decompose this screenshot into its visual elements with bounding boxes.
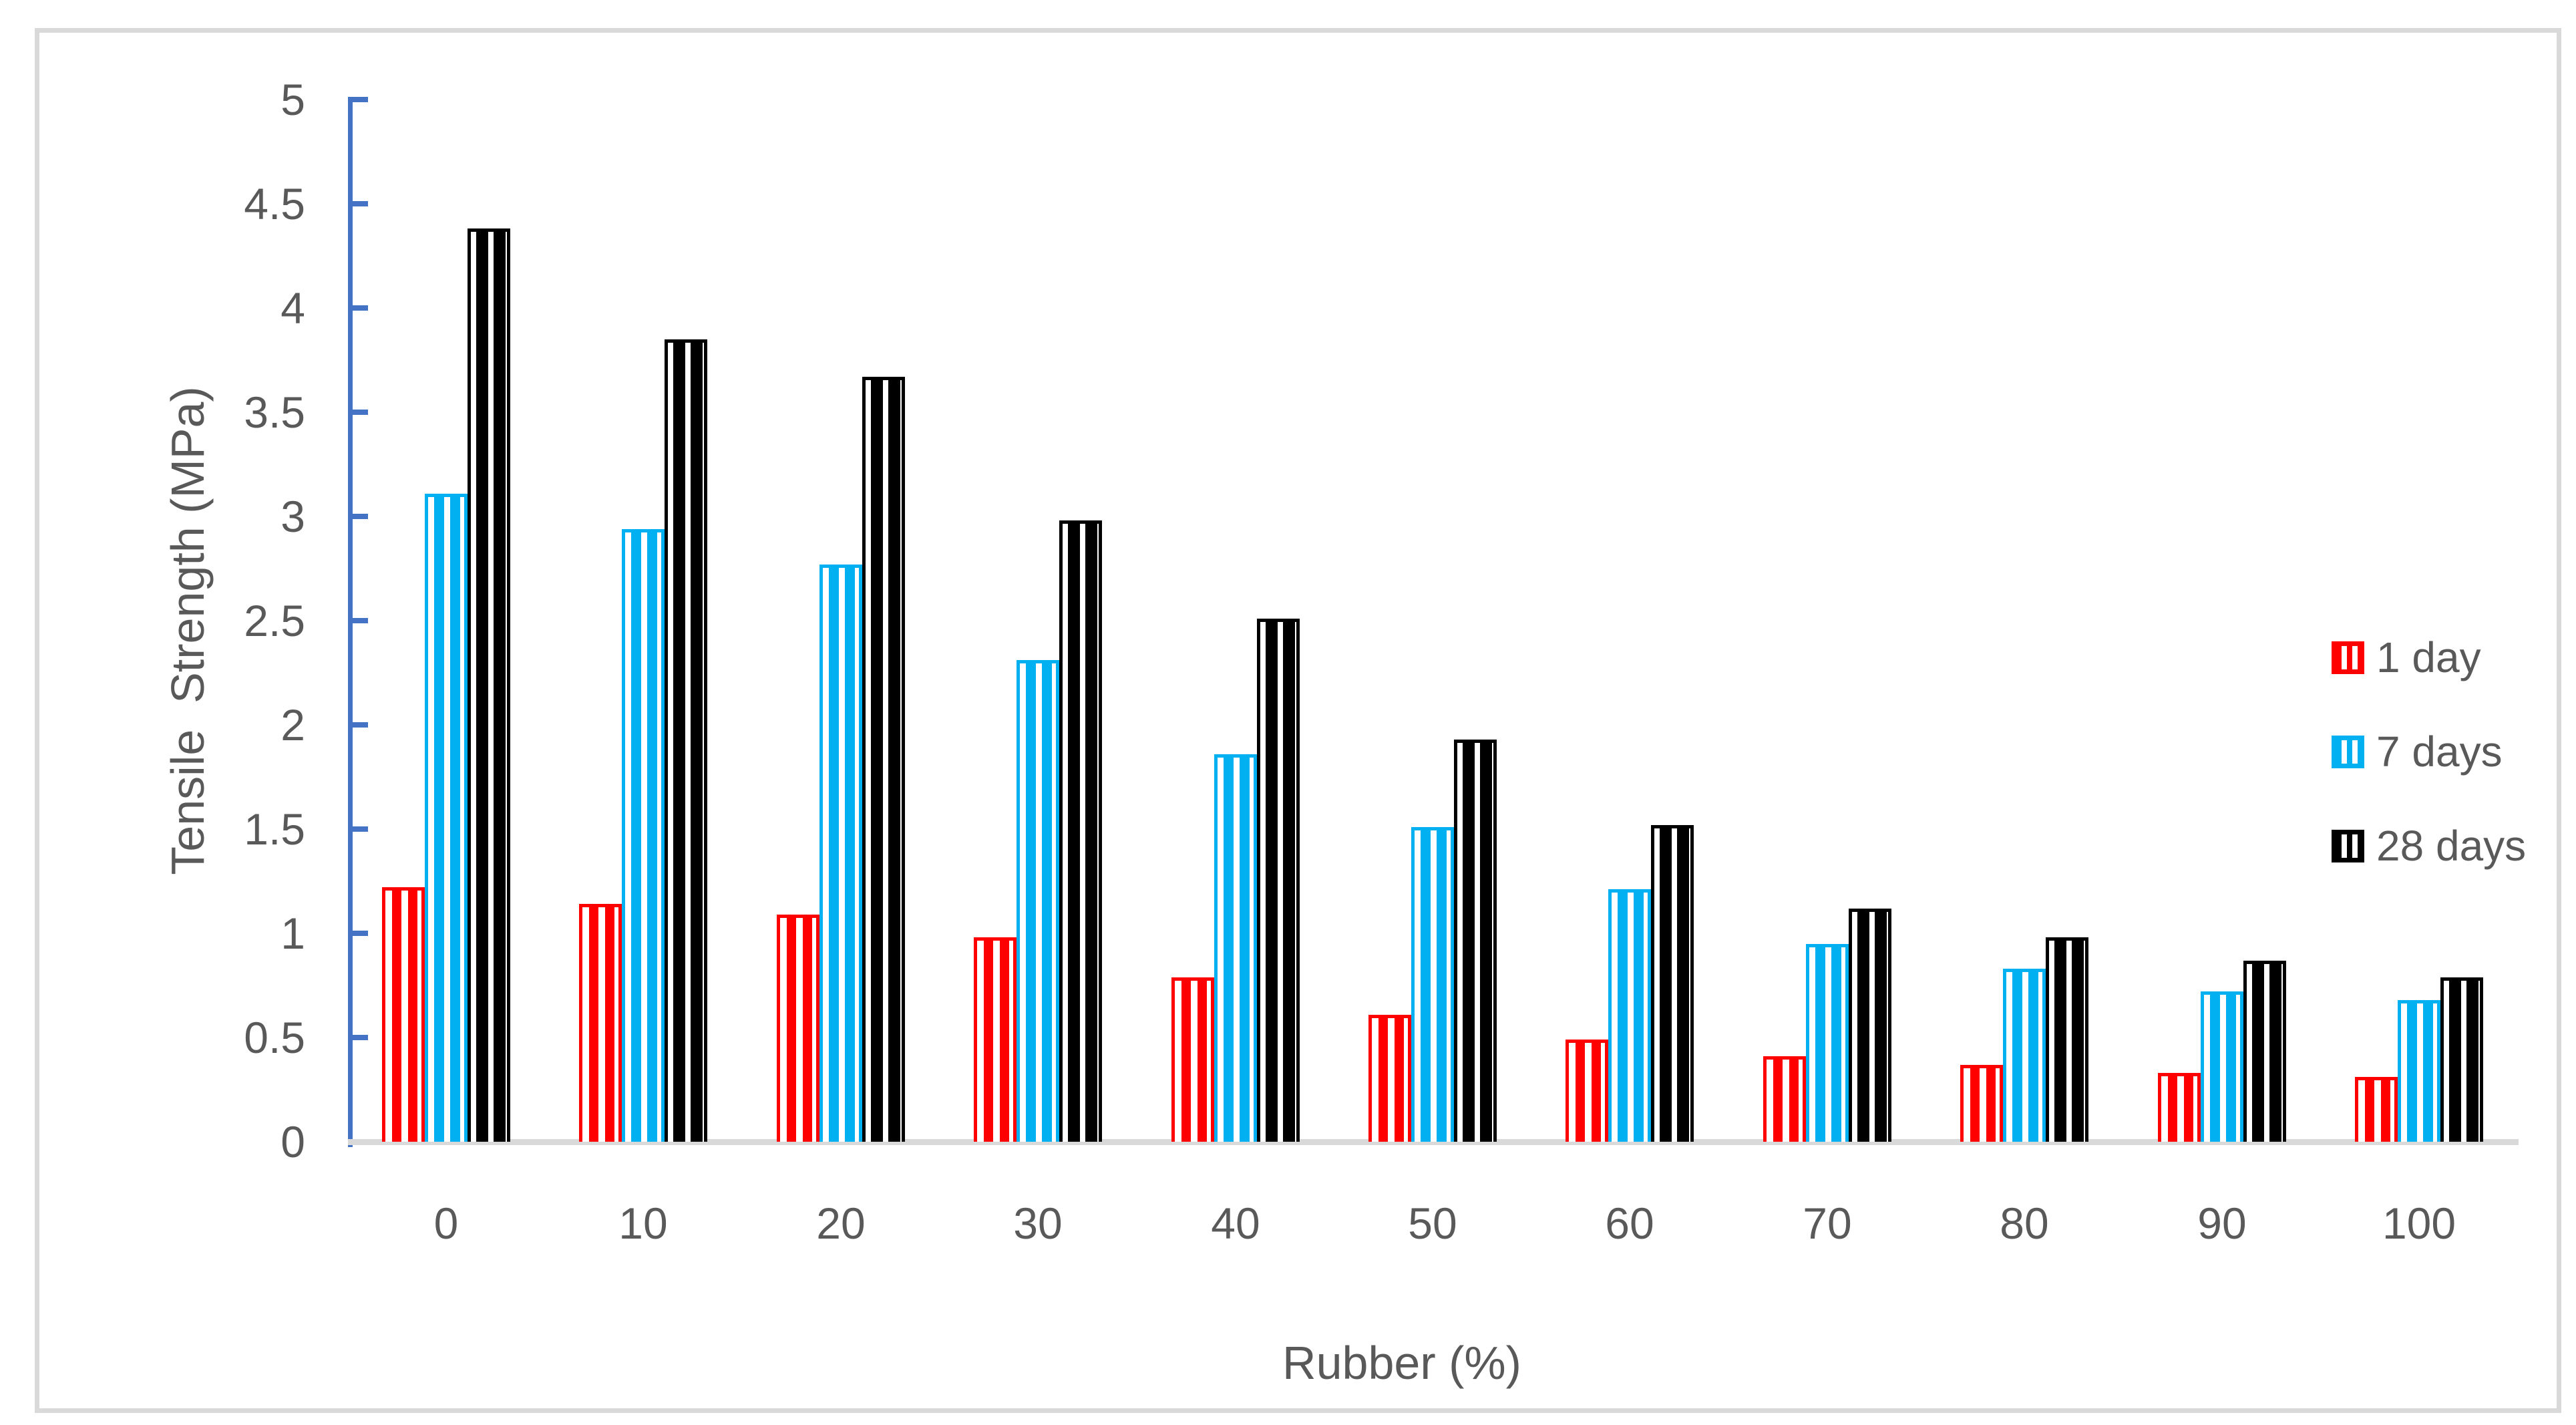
y-axis-tick-label: 4.5 [244, 179, 305, 228]
chart-figure: 0 0.5 1 1.5 2 2.5 3 3.5 4 4.5 5 0 10 20 30 40 50 60 70 80 9… [35, 28, 2561, 1413]
bar-1-day-rubber-40 [1171, 977, 1214, 1142]
bar-28-days-rubber-40 [1257, 619, 1300, 1142]
y-axis-title: Tensile Strength (MPa) [162, 386, 214, 875]
bar-7-days-rubber-60 [1608, 889, 1651, 1142]
y-axis-tick-label: 0.5 [244, 1013, 305, 1062]
y-axis-tick [352, 514, 368, 519]
bar-1-day-rubber-50 [1368, 1015, 1411, 1142]
bar-7-days-rubber-90 [2201, 991, 2243, 1142]
bar-7-days-rubber-80 [2003, 969, 2046, 1142]
bar-7-days-rubber-0 [425, 494, 468, 1142]
bar-7-days-rubber-50 [1411, 827, 1454, 1142]
bar-28-days-rubber-50 [1454, 740, 1497, 1142]
y-axis-tick [352, 722, 368, 728]
bar-1-day-rubber-30 [974, 937, 1017, 1142]
bar-7-days-rubber-30 [1017, 660, 1059, 1142]
bar-28-days-rubber-0 [468, 228, 510, 1142]
bar-1-day-rubber-100 [2355, 1077, 2398, 1142]
y-axis-tick-label: 3 [281, 492, 305, 541]
x-axis-tick-label: 90 [2197, 1199, 2247, 1248]
y-axis-tick [352, 97, 368, 102]
x-axis-tick-label: 50 [1408, 1199, 1457, 1248]
y-axis-tick-label: 4 [281, 283, 305, 333]
y-axis-tick-label: 5 [281, 75, 305, 124]
bar-28-days-rubber-30 [1059, 520, 1102, 1142]
legend-label: 1 day [2376, 633, 2481, 681]
y-axis-tick-label: 1 [281, 909, 305, 958]
legend-item-7-days: 7 days [2332, 727, 2503, 776]
y-axis-tick-label: 3.5 [244, 387, 305, 437]
bar-28-days-rubber-70 [1849, 909, 1891, 1142]
y-axis-tick [352, 618, 368, 623]
y-axis-tick [352, 305, 368, 311]
bar-28-days-rubber-80 [2046, 937, 2088, 1142]
y-axis-tick-label: 0 [281, 1117, 305, 1166]
x-axis-line [348, 1139, 2519, 1145]
x-axis-tick-label: 0 [433, 1199, 459, 1248]
bar-7-days-rubber-100 [2398, 1000, 2440, 1142]
legend-marker-7-days-icon [2332, 735, 2364, 768]
legend-label: 28 days [2376, 822, 2527, 870]
bar-28-days-rubber-90 [2243, 961, 2286, 1142]
bar-28-days-rubber-60 [1651, 825, 1694, 1142]
bar-7-days-rubber-70 [1806, 944, 1849, 1142]
x-axis-tick-label: 20 [816, 1199, 866, 1248]
y-axis-tick [352, 826, 368, 832]
y-axis-tick [352, 931, 368, 936]
bar-1-day-rubber-80 [1960, 1065, 2003, 1142]
legend-marker-1-day-icon [2332, 641, 2364, 674]
y-axis-tick [352, 201, 368, 206]
bar-1-day-rubber-60 [1566, 1040, 1608, 1142]
y-axis-tick-label: 1.5 [244, 804, 305, 854]
x-axis-tick-label: 100 [2382, 1199, 2456, 1248]
x-axis-tick-label: 10 [618, 1199, 668, 1248]
legend-marker-28-days-icon [2332, 829, 2364, 862]
legend-item-28-days: 28 days [2332, 821, 2526, 870]
x-axis-tick-label: 80 [2000, 1199, 2049, 1248]
y-axis-tick-label: 2.5 [244, 596, 305, 645]
legend-label: 7 days [2376, 728, 2503, 776]
x-axis-tick-label: 30 [1013, 1199, 1063, 1248]
bar-1-day-rubber-70 [1763, 1056, 1806, 1142]
legend-item-1-day: 1 day [2332, 633, 2481, 682]
x-axis-tick-label: 70 [1803, 1199, 1852, 1248]
x-axis-tick-label: 40 [1211, 1199, 1260, 1248]
y-axis-line [348, 97, 353, 1147]
bar-7-days-rubber-10 [622, 529, 665, 1142]
y-axis-tick-label: 2 [281, 700, 305, 750]
bar-28-days-rubber-10 [665, 339, 707, 1142]
bar-1-day-rubber-0 [382, 887, 425, 1142]
bar-7-days-rubber-20 [819, 565, 862, 1142]
x-axis-title: Rubber (%) [1282, 1337, 1521, 1389]
bar-1-day-rubber-90 [2158, 1073, 2201, 1142]
bar-28-days-rubber-20 [862, 377, 905, 1142]
y-axis-tick [352, 410, 368, 415]
y-axis-tick [352, 1035, 368, 1040]
bar-28-days-rubber-100 [2440, 977, 2483, 1142]
bar-1-day-rubber-10 [579, 904, 622, 1142]
bar-7-days-rubber-40 [1214, 754, 1257, 1142]
bar-1-day-rubber-20 [777, 915, 819, 1142]
x-axis-tick-label: 60 [1605, 1199, 1654, 1248]
